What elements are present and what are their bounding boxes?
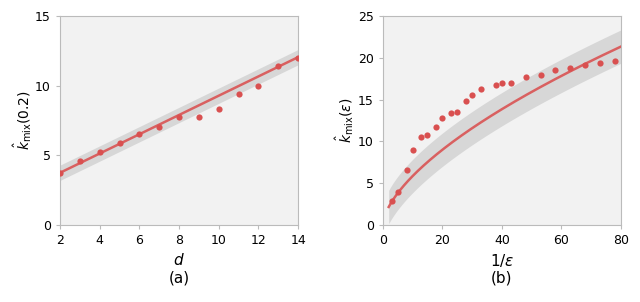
Point: [387, 199, 397, 204]
Point: [154, 125, 164, 130]
Text: (b): (b): [491, 271, 513, 286]
Point: [431, 125, 442, 130]
Point: [401, 168, 412, 173]
Point: [115, 140, 125, 145]
Point: [467, 93, 477, 98]
Point: [446, 111, 456, 115]
Point: [497, 80, 507, 85]
Point: [476, 86, 486, 91]
Point: [550, 68, 561, 73]
Point: [452, 110, 462, 114]
Point: [55, 171, 65, 176]
Point: [293, 56, 303, 60]
Point: [408, 148, 418, 153]
Point: [134, 132, 145, 137]
X-axis label: $d$: $d$: [173, 252, 185, 268]
Point: [520, 75, 531, 79]
Y-axis label: $\hat{k}_{\mathrm{mix}}(\varepsilon)$: $\hat{k}_{\mathrm{mix}}(\varepsilon)$: [334, 98, 356, 143]
Point: [253, 83, 264, 88]
Point: [417, 135, 427, 140]
Point: [461, 99, 471, 104]
Point: [595, 60, 605, 65]
Text: (a): (a): [168, 271, 189, 286]
Point: [174, 114, 184, 119]
X-axis label: $1/\varepsilon$: $1/\varepsilon$: [490, 252, 514, 269]
Point: [491, 83, 501, 88]
Point: [273, 64, 284, 69]
Point: [194, 114, 204, 119]
Y-axis label: $\hat{k}_{\mathrm{mix}}(0.2)$: $\hat{k}_{\mathrm{mix}}(0.2)$: [11, 91, 34, 150]
Point: [392, 190, 403, 194]
Point: [437, 115, 447, 120]
Point: [610, 59, 620, 64]
Point: [234, 92, 244, 96]
Point: [75, 158, 85, 163]
Point: [422, 132, 433, 137]
Point: [214, 107, 224, 112]
Point: [565, 66, 575, 70]
Point: [95, 149, 105, 154]
Point: [580, 63, 590, 68]
Point: [536, 73, 546, 78]
Point: [506, 80, 516, 85]
